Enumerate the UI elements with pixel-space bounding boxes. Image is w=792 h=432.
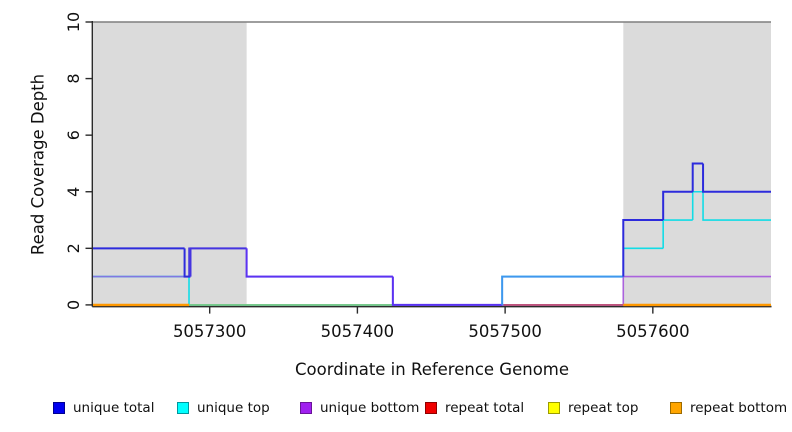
y-tick-label: 6: [64, 130, 83, 140]
repeat-bottom-swatch-icon: [670, 402, 682, 414]
series-line-unique-total: [622, 219, 664, 277]
legend-label: repeat total: [445, 400, 525, 416]
series-line-unique-total: [662, 190, 693, 221]
x-tick-label: 5057400: [321, 322, 395, 341]
series-line-unique-bottom: [245, 248, 393, 278]
repeat-total-swatch-icon: [425, 402, 437, 414]
series-line-unique-bottom: [392, 276, 624, 306]
series-line-unique-total: [702, 163, 771, 193]
legend-item-repeat-top: repeat top: [548, 399, 638, 417]
unique-total-swatch-icon: [53, 402, 65, 414]
legend-item-unique-bottom: unique bottom: [300, 399, 419, 417]
y-tick-label: 8: [64, 73, 83, 83]
y-tick-label: 2: [64, 243, 83, 253]
x-tick-label: 5057300: [173, 322, 247, 341]
series-line-unique-total: [189, 247, 247, 277]
legend-label: unique bottom: [320, 400, 420, 416]
y-tick-label: 0: [64, 300, 83, 310]
legend-label: repeat bottom: [690, 400, 788, 416]
x-axis-title: Coordinate in Reference Genome: [294, 360, 570, 379]
y-tick-label: 10: [64, 12, 83, 32]
legend: unique total unique top unique bottom re…: [0, 399, 792, 423]
legend-item-repeat-bottom: repeat bottom: [670, 399, 787, 417]
unique-top-swatch-icon: [177, 402, 189, 414]
y-tick-label: 4: [64, 187, 83, 197]
x-tick-label: 5057500: [468, 322, 542, 341]
legend-item-unique-top: unique top: [177, 399, 270, 417]
legend-item-repeat-total: repeat total: [425, 399, 524, 417]
series-line-unique-total: [391, 276, 503, 306]
unique-bottom-swatch-icon: [300, 402, 312, 414]
series-line-unique-total: [501, 275, 624, 305]
series-line-unique-top: [702, 191, 771, 221]
legend-label: unique top: [197, 400, 270, 416]
legend-label: unique total: [73, 400, 155, 416]
series-line-unique-top: [501, 275, 624, 305]
y-axis-title: Read Coverage Depth: [28, 73, 48, 256]
repeat-top-swatch-icon: [548, 402, 560, 414]
repeat-region-shade-left: [93, 22, 247, 306]
series-line-unique-total: [245, 248, 393, 278]
x-tick-label: 5057600: [616, 322, 690, 341]
legend-item-unique-total: unique total: [53, 399, 154, 417]
series-line-unique-total: [691, 162, 704, 192]
legend-label: repeat top: [568, 400, 639, 416]
series-line-unique-total: [183, 248, 191, 278]
